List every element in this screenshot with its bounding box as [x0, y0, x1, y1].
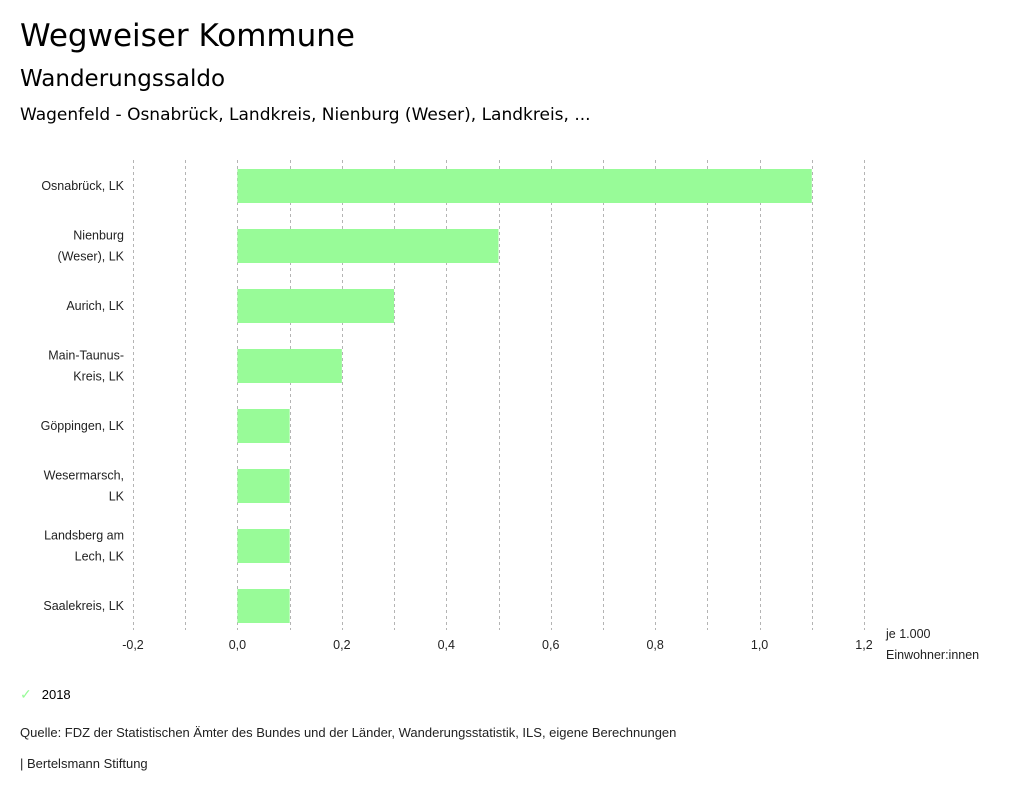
category-label-line: Wesermarsch, — [44, 469, 124, 483]
page-title: Wegweiser Kommune — [20, 18, 355, 54]
bar-chart: Osnabrück, LK Nienburg (Weser), LK Aurich, … — [41, 160, 979, 662]
x-tick-label: 1,2 — [855, 638, 872, 652]
category-label-line: Nienburg — [73, 229, 124, 243]
category-label-line: (Weser), LK — [58, 250, 125, 264]
x-tick-label: 0,2 — [333, 638, 350, 652]
bar — [237, 349, 342, 383]
x-tick-label: 0,4 — [438, 638, 455, 652]
x-tick-label: 0,6 — [542, 638, 559, 652]
category-label-line: Main-Taunus- — [48, 349, 124, 363]
x-tick-label: 1,0 — [751, 638, 768, 652]
category-label-line: Lech, LK — [75, 550, 125, 564]
category-label: Landsberg am Lech, LK — [44, 529, 125, 564]
bar — [237, 589, 290, 623]
category-label: Saalekreis, LK — [43, 599, 124, 613]
category-label-line: Aurich, LK — [66, 299, 124, 313]
category-label: Göppingen, LK — [41, 419, 125, 433]
legend-label: 2018 — [41, 687, 71, 702]
category-label-line: Kreis, LK — [73, 370, 124, 384]
bar — [237, 409, 290, 443]
x-axis-label: Einwohner:innen — [886, 648, 979, 662]
category-label: Nienburg (Weser), LK — [58, 229, 125, 264]
x-axis-label: je 1.000 — [885, 627, 931, 641]
bar — [237, 229, 499, 263]
category-label-line: Landsberg am — [44, 529, 124, 543]
bar — [237, 169, 812, 203]
category-label: Main-Taunus- Kreis, LK — [48, 349, 124, 384]
category-label: Wesermarsch, LK — [44, 469, 125, 504]
source-note: Quelle: FDZ der Statistischen Ämter des … — [20, 725, 677, 740]
category-label-line: Göppingen, LK — [41, 419, 125, 433]
x-tick-label: -0,2 — [122, 638, 144, 652]
category-label-line: Osnabrück, LK — [41, 179, 124, 193]
category-label-line: Saalekreis, LK — [43, 599, 124, 613]
chart-subtitle: Wanderungssaldo — [20, 66, 226, 92]
legend-item-2018[interactable]: ✓ 2018 — [20, 686, 71, 703]
bar — [237, 289, 395, 323]
category-label: Osnabrück, LK — [41, 179, 124, 193]
x-tick-label: 0,8 — [646, 638, 663, 652]
x-tick-label: 0,0 — [229, 638, 246, 652]
bar — [237, 529, 290, 563]
bar — [237, 469, 290, 503]
category-label-line: LK — [109, 490, 125, 504]
category-label: Aurich, LK — [66, 299, 124, 313]
region-selection: Wagenfeld - Osnabrück, Landkreis, Nienbu… — [20, 105, 591, 125]
check-icon: ✓ — [20, 686, 32, 702]
credit-note: | Bertelsmann Stiftung — [20, 756, 148, 771]
